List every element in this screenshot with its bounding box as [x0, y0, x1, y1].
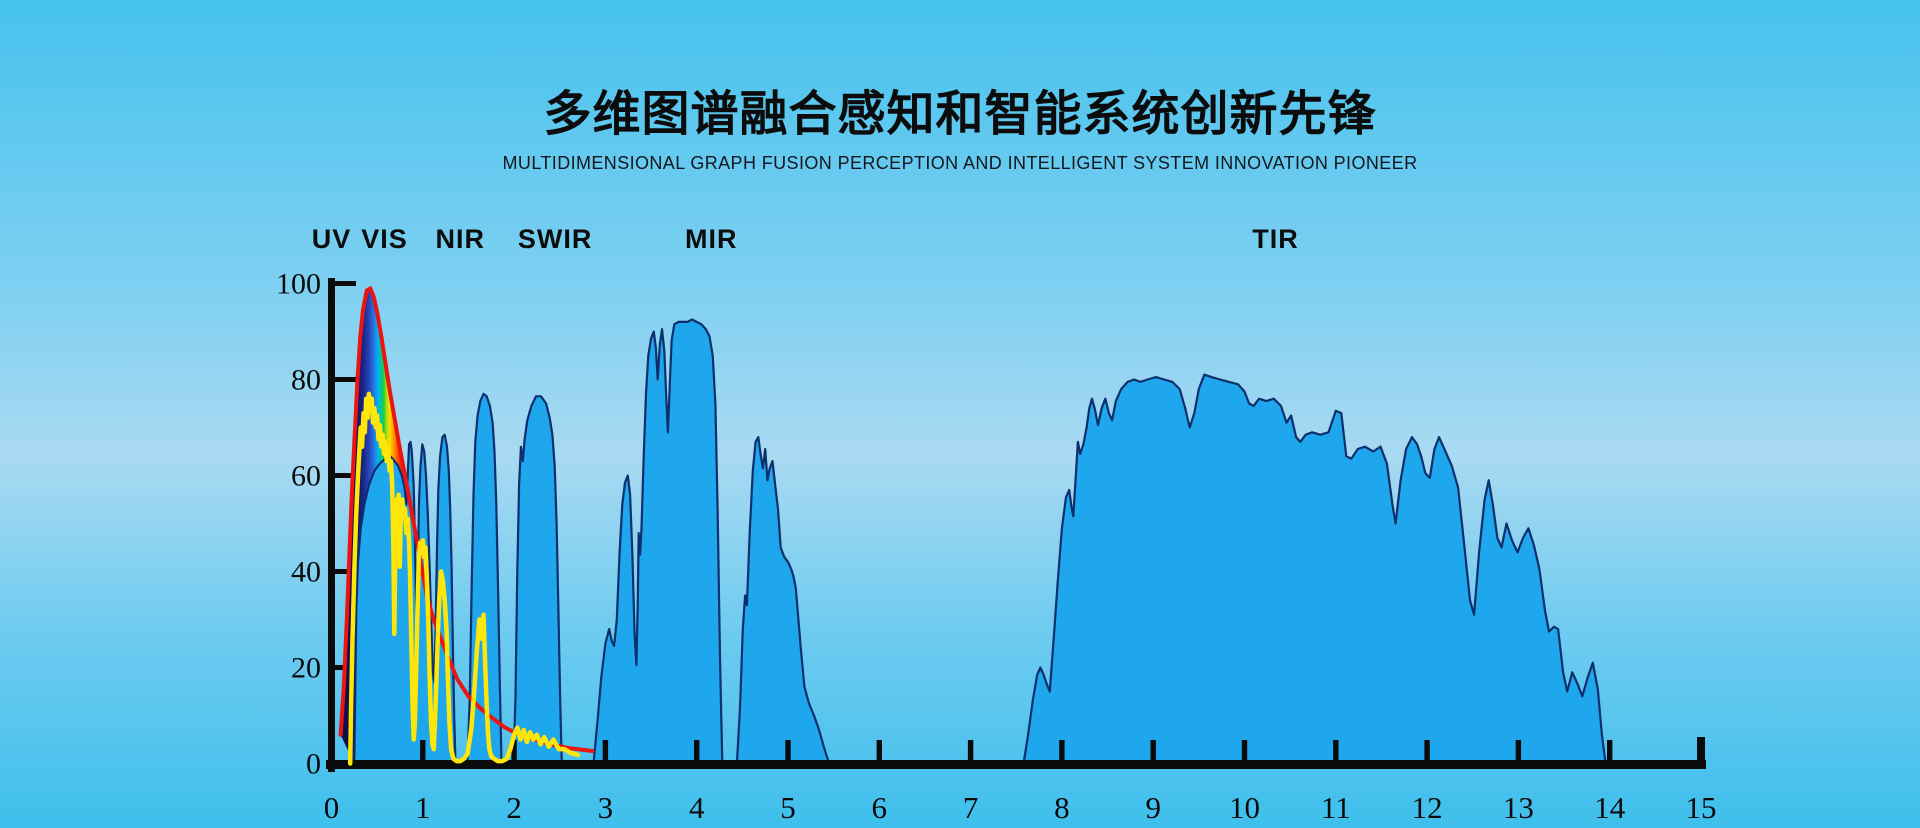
y-tick-label: 40	[291, 556, 321, 589]
y-tick-label: 20	[291, 652, 321, 685]
transmission-window	[1022, 373, 1607, 766]
x-tick-label: 7	[963, 790, 979, 825]
y-tick-label: 0	[306, 748, 321, 781]
y-tick	[335, 569, 356, 574]
x-tick	[1424, 740, 1430, 761]
x-tick	[511, 740, 517, 761]
x-tick-label: 8	[1054, 790, 1070, 825]
y-tick	[335, 281, 356, 286]
x-tick-label: 14	[1594, 790, 1626, 825]
x-tick	[1241, 740, 1248, 761]
band-label-vis: VIS	[361, 224, 408, 254]
x-tick	[1150, 740, 1156, 761]
x-tick-label: 6	[872, 790, 888, 825]
x-tick-label: 1	[415, 790, 431, 825]
x-axis: 0 1 2 3 4 5 6 7 8 9 10 11 12 13 14 15	[324, 737, 1717, 825]
x-tick	[420, 740, 426, 761]
y-tick-label: 100	[276, 268, 321, 301]
band-label-nir: NIR	[435, 224, 485, 254]
y-tick	[335, 377, 356, 382]
x-tick	[1515, 740, 1522, 761]
band-label-uv: UV	[311, 224, 352, 254]
transmission-window	[592, 318, 724, 766]
x-tick	[967, 740, 974, 761]
x-tick-label: 5	[780, 790, 796, 825]
x-tick	[602, 740, 609, 761]
y-tick	[335, 473, 356, 478]
x-tick	[1333, 740, 1339, 761]
band-label-tir: TIR	[1252, 224, 1299, 254]
band-label-mir: MIR	[685, 224, 738, 254]
y-axis: 0 20 40 60 80 100	[276, 268, 356, 781]
x-tick-label: 11	[1321, 790, 1351, 825]
x-tick-label: 13	[1503, 790, 1534, 825]
band-label-swir: SWIR	[517, 224, 593, 254]
x-tick-label: 2	[506, 790, 522, 825]
x-tick	[694, 740, 700, 761]
x-tick-label: 12	[1412, 790, 1443, 825]
x-tick	[1607, 740, 1613, 761]
page-subtitle: MULTIDIMENSIONAL GRAPH FUSION PERCEPTION…	[502, 153, 1418, 173]
x-tick	[876, 740, 882, 761]
x-tick-label: 4	[689, 790, 705, 825]
x-tick-label: 0	[324, 790, 340, 825]
blackbody-curve	[338, 286, 595, 753]
transmission-window	[735, 436, 831, 766]
x-tick-label: 15	[1686, 790, 1717, 825]
axis-end-cap	[1697, 737, 1705, 763]
y-tick-label: 80	[291, 364, 321, 397]
x-tick	[1059, 740, 1065, 761]
solar-irradiance-curve	[347, 391, 581, 766]
x-tick	[785, 740, 791, 761]
x-tick-label: 9	[1145, 790, 1161, 825]
x-tick-label: 3	[598, 790, 614, 825]
transmission-window	[512, 395, 563, 766]
page-title: 多维图谱融合感知和智能系统创新先锋	[543, 88, 1377, 141]
x-tick-label: 10	[1229, 790, 1260, 825]
y-tick-label: 60	[291, 460, 321, 493]
